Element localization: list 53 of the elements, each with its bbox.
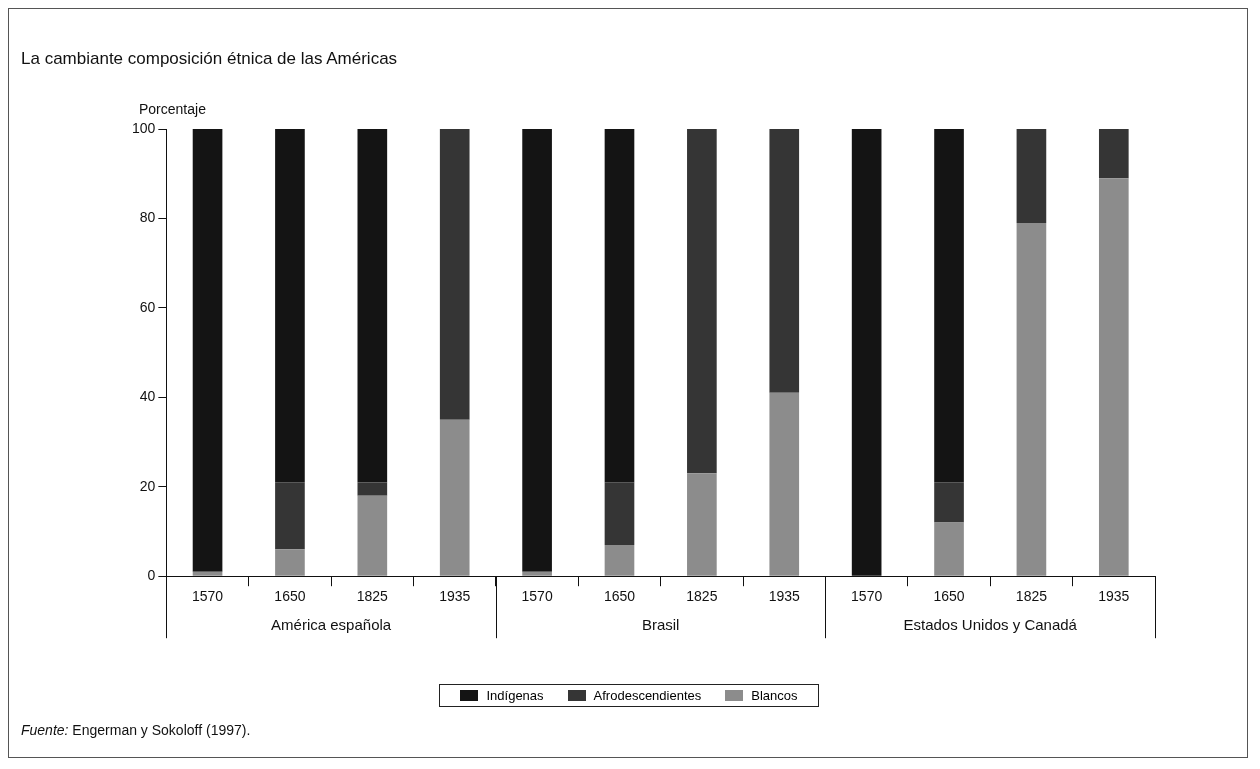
bar [687, 129, 717, 474]
text: Brasil [641, 616, 680, 634]
bar [357, 495, 388, 576]
x-tick-label: 1935 [439, 588, 471, 605]
x-tick-label: 1935 [1098, 588, 1130, 605]
text: América española [271, 616, 392, 634]
bar [357, 129, 388, 483]
bar [604, 544, 635, 576]
bar [275, 129, 305, 483]
legend-label: Indígenas [485, 688, 544, 703]
x-tick-label: 1825 [1015, 588, 1048, 605]
x-tick-label: 1570 [521, 588, 553, 605]
text: Estados Unidos y Canadá [903, 616, 1078, 634]
x-tick-label: 1570 [851, 588, 883, 605]
y-tick-label: 80 [139, 209, 156, 226]
x-tick-label: 1650 [603, 588, 636, 605]
bar [934, 129, 964, 483]
bar [687, 473, 717, 576]
bar [357, 482, 388, 496]
bar [275, 482, 305, 550]
bar [275, 549, 305, 576]
bar [934, 482, 964, 523]
x-tick-label: 1650 [933, 588, 965, 605]
y-tick-label: 20 [139, 477, 156, 494]
bar [192, 129, 223, 572]
x-tick-label: 1650 [274, 588, 306, 605]
bar [192, 571, 223, 576]
bar [1016, 129, 1047, 223]
bar [522, 571, 552, 576]
bar [439, 419, 470, 576]
legend-label: Afrodescendientes [592, 688, 702, 703]
bar [522, 129, 552, 572]
bar [1098, 178, 1129, 576]
bar [1016, 222, 1047, 576]
bar [769, 129, 800, 393]
source-note: Fuente: Engerman y Sokoloff (1997). [21, 722, 251, 738]
y-tick-label: 0 [147, 567, 156, 584]
bar [1098, 129, 1129, 179]
y-tick-label: 60 [139, 298, 156, 315]
y-tick-label: 40 [139, 388, 156, 405]
chart-title: La cambiante composición étnica de las Américas [21, 49, 398, 69]
x-tick-label: 1935 [768, 588, 801, 605]
x-tick-label: 1825 [356, 588, 389, 605]
bar [604, 129, 635, 483]
bar [934, 522, 964, 576]
bar [769, 392, 800, 576]
y-tick-label: 100 [132, 119, 156, 136]
x-tick-label: 1825 [686, 588, 718, 605]
bar [439, 129, 470, 420]
bar [604, 482, 635, 545]
legend-label: Blancos [750, 688, 798, 703]
y-axis-title: Porcentaje [139, 100, 207, 117]
x-tick-label: 1570 [191, 588, 224, 605]
